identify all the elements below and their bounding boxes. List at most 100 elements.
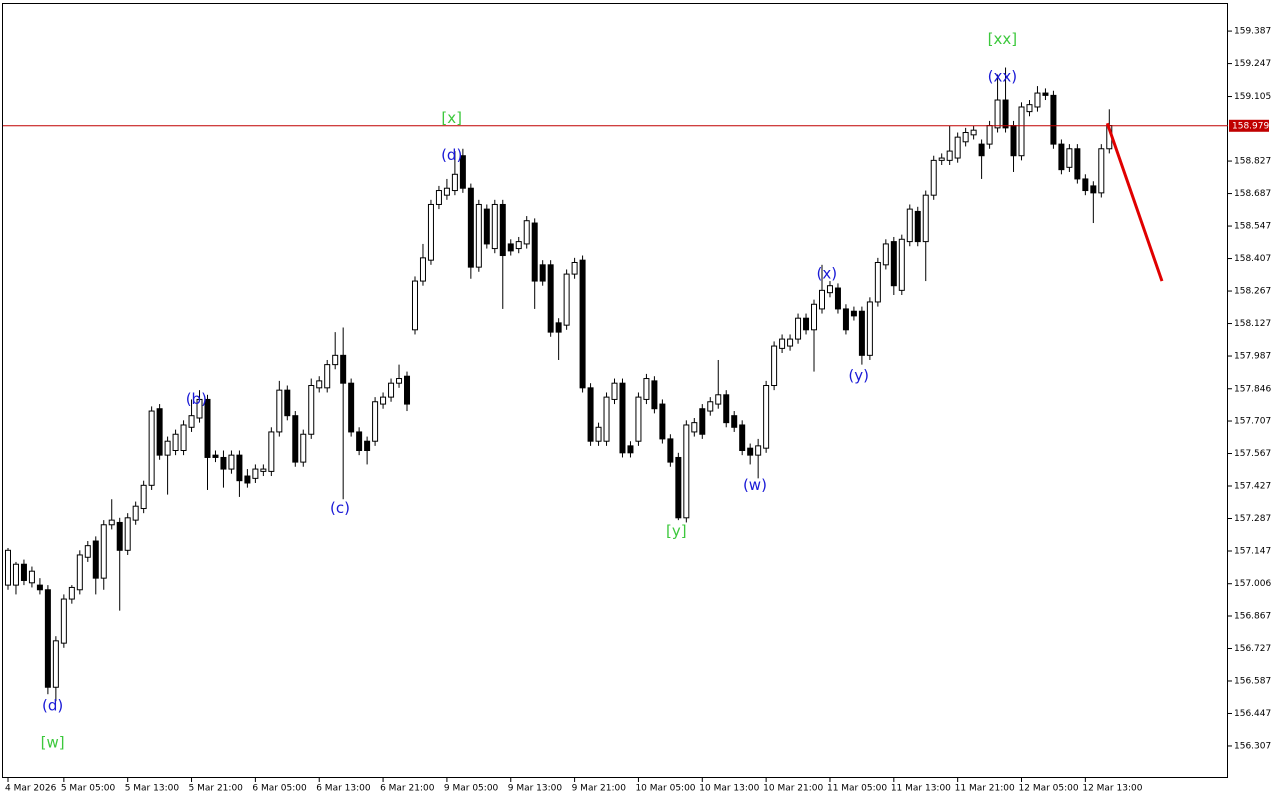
candle-body	[866, 301, 873, 356]
candle-body	[100, 524, 107, 579]
candle-body	[411, 280, 418, 331]
y-tick-label: 157.846	[1234, 384, 1271, 394]
candle-body	[404, 375, 411, 405]
x-tick-label: 10 Mar 13:00	[699, 784, 759, 794]
candle-body	[930, 159, 937, 196]
candle-body	[427, 203, 434, 261]
candle-body	[204, 398, 211, 458]
candle-body	[284, 389, 291, 417]
candle-body	[228, 454, 235, 470]
y-tick-label: 157.006	[1234, 579, 1271, 589]
candle-body	[922, 194, 929, 243]
candle-body	[1010, 125, 1017, 157]
candle-body	[890, 241, 897, 287]
candle-body	[507, 243, 514, 252]
x-tick-label: 5 Mar 13:00	[125, 784, 180, 794]
forecast-line	[1105, 122, 1164, 282]
candle-body	[523, 220, 530, 245]
candle-body	[659, 403, 666, 440]
candle-body	[252, 468, 259, 479]
x-tick-label: 6 Mar 05:00	[252, 784, 307, 794]
candle-body	[419, 257, 426, 282]
candle-body	[763, 385, 770, 449]
candle-body	[60, 598, 67, 644]
candle-body	[779, 338, 786, 349]
y-tick-label: 156.307	[1234, 741, 1271, 751]
candle-body	[52, 640, 59, 688]
wave-label: (b)	[186, 390, 207, 408]
x-tick-label: 4 Mar 2026	[5, 784, 57, 794]
candle-body	[826, 285, 833, 294]
candle-body	[723, 394, 730, 424]
candle-body	[380, 396, 387, 405]
candle-body	[459, 155, 466, 189]
candle-body	[124, 517, 131, 551]
candle-body	[914, 210, 921, 243]
candle-body	[316, 380, 323, 389]
y-tick-label: 158.687	[1234, 189, 1271, 199]
candle-body	[1050, 94, 1057, 145]
candle-body	[260, 468, 267, 472]
candle-body	[1018, 106, 1025, 157]
candle-body	[587, 387, 594, 442]
y-tick-label: 157.147	[1234, 547, 1271, 557]
candle-body	[108, 519, 115, 526]
y-tick-label: 156.447	[1234, 709, 1271, 719]
candle-body	[292, 415, 299, 463]
candle-body	[268, 431, 275, 472]
candle-body	[68, 586, 75, 600]
y-tick-label: 157.707	[1234, 417, 1271, 427]
candle-body	[571, 261, 578, 275]
x-tick-label: 10 Mar 05:00	[635, 784, 695, 794]
wave-label: (w)	[743, 476, 767, 494]
candle-body	[156, 408, 163, 456]
candle-body	[1098, 148, 1105, 194]
wave-label: [x]	[441, 109, 462, 127]
candle-body	[348, 382, 355, 433]
candle-body	[962, 132, 969, 143]
candle-body	[882, 243, 889, 266]
candle-body	[1058, 143, 1065, 171]
candle-body	[818, 289, 825, 310]
candle-body	[212, 454, 219, 458]
candle-body	[148, 410, 155, 486]
candle-body	[787, 338, 794, 347]
candle-body	[435, 190, 442, 205]
candle-body	[116, 521, 123, 551]
candle-body	[579, 259, 586, 389]
candle-body	[28, 570, 35, 584]
y-tick-label: 157.987	[1234, 352, 1271, 362]
y-tick-label: 157.567	[1234, 449, 1271, 459]
x-tick-label: 11 Mar 21:00	[955, 784, 1015, 794]
candle-body	[1034, 92, 1041, 108]
candle-body	[1042, 92, 1049, 96]
y-tick-label: 156.587	[1234, 676, 1271, 686]
candle-body	[164, 440, 171, 456]
candle-body	[651, 380, 658, 410]
candle-body	[172, 433, 179, 451]
candle-body	[595, 426, 602, 442]
candle-body	[1026, 104, 1033, 113]
wave-label: (x)	[816, 265, 837, 283]
y-tick-label: 157.287	[1234, 514, 1271, 524]
candle-body	[858, 310, 865, 356]
wave-label: (d)	[441, 146, 462, 164]
candle-body	[771, 345, 778, 387]
candle-body	[1090, 185, 1097, 194]
candle-body	[443, 187, 450, 196]
candle-body	[906, 208, 913, 243]
y-tick-label: 158.407	[1234, 254, 1271, 264]
candle-body	[332, 354, 339, 366]
candle-body	[946, 150, 953, 161]
candle-body	[747, 447, 754, 456]
candle-body	[372, 401, 379, 442]
x-tick-label: 5 Mar 21:00	[189, 784, 244, 794]
y-tick-label: 156.867	[1234, 611, 1271, 621]
candle-body	[12, 563, 19, 586]
candle-body	[364, 440, 371, 451]
candle-body	[324, 364, 331, 389]
candle-body	[707, 401, 714, 412]
candle-body	[619, 382, 626, 454]
candle-body	[691, 422, 698, 433]
candle-body	[515, 241, 522, 250]
